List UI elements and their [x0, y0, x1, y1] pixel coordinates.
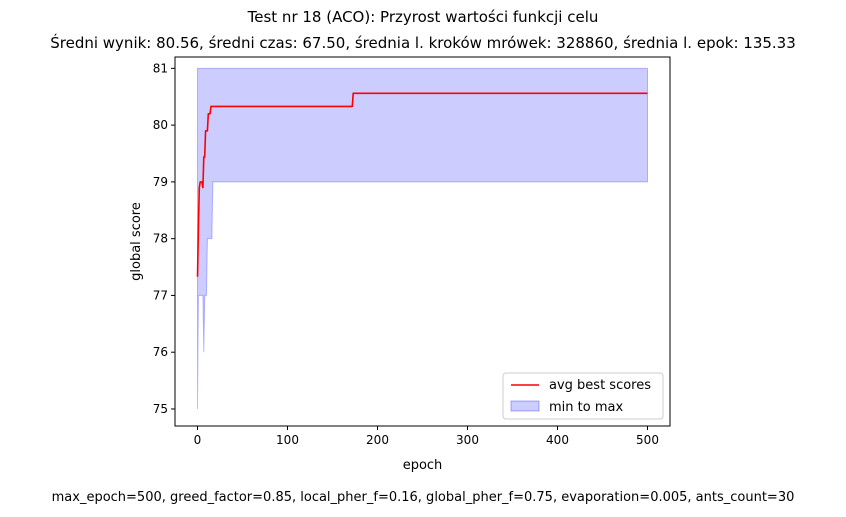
y-tick-label: 79	[153, 175, 168, 189]
y-tick-label: 78	[153, 232, 168, 246]
x-tick-label: 200	[366, 433, 389, 447]
y-tick-label: 81	[153, 61, 168, 75]
y-tick-label: 77	[153, 288, 168, 302]
y-tick-label: 75	[153, 402, 168, 416]
y-axis: 75 76 77 78 79 80 81	[153, 61, 175, 416]
legend-band-swatch	[510, 400, 540, 412]
legend-box	[502, 372, 664, 420]
chart-title: Test nr 18 (ACO): Przyrost wartości funk…	[247, 8, 599, 26]
y-tick-label: 76	[153, 345, 168, 359]
x-tick-label: 400	[546, 433, 569, 447]
legend-label-avg-best-scores: avg best scores	[549, 378, 651, 393]
x-tick-label: 0	[194, 433, 202, 447]
legend: avg best scores min to max	[502, 372, 664, 420]
plot-frame	[174, 56, 671, 427]
parameters-footer: max_epoch=500, greed_factor=0.85, local_…	[51, 490, 795, 505]
y-axis-label: global score	[129, 202, 144, 281]
x-axis-label: epoch	[403, 458, 443, 473]
legend-label-min-to-max: min to max	[549, 400, 623, 415]
y-tick-label: 80	[153, 118, 168, 132]
avg-best-scores-line	[196, 92, 648, 277]
min-max-band	[197, 67, 648, 409]
x-axis: 0 100 200 300 400 500	[194, 426, 659, 447]
x-tick-label: 100	[276, 433, 299, 447]
band-layer	[197, 67, 648, 409]
chart-subtitle: Średni wynik: 80.56, średni czas: 67.50,…	[50, 34, 796, 52]
x-tick-label: 500	[636, 433, 659, 447]
line-layer	[196, 92, 648, 277]
x-tick-label: 300	[456, 433, 479, 447]
